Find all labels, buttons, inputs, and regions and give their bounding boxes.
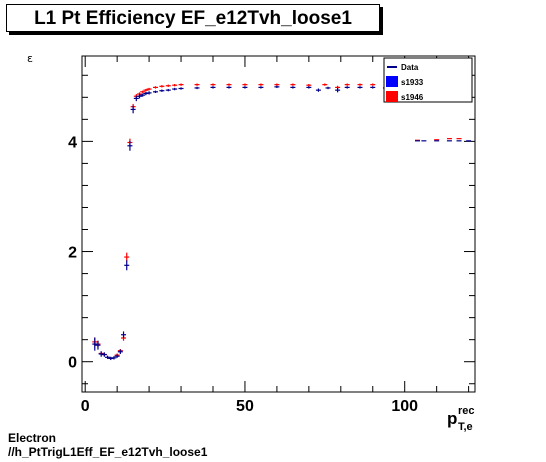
legend-label-data: Data bbox=[401, 63, 419, 72]
data-point-data bbox=[117, 349, 123, 354]
data-point-s1946 bbox=[194, 83, 200, 86]
data-point-s1946 bbox=[159, 85, 165, 88]
plot-frame bbox=[81, 55, 476, 393]
data-point-s1946 bbox=[322, 83, 328, 86]
data-point-data bbox=[242, 86, 248, 89]
x-axis-label-sub: T,e bbox=[458, 421, 473, 433]
data-point-data bbox=[105, 355, 111, 359]
data-point-data bbox=[140, 93, 146, 97]
data-point-s1946 bbox=[357, 83, 363, 86]
y-tick-label: 4 bbox=[68, 134, 77, 151]
x-axis-label-sup: rec bbox=[458, 405, 475, 417]
data-point-s1946 bbox=[140, 90, 146, 94]
y-tick-label: 0 bbox=[68, 355, 77, 372]
data-point-data bbox=[258, 86, 264, 89]
data-point-s1946 bbox=[290, 83, 296, 86]
data-point-s1946 bbox=[370, 83, 376, 86]
legend-marker-s1933 bbox=[386, 76, 398, 87]
data-point-data bbox=[306, 86, 312, 89]
data-point-data bbox=[178, 87, 184, 90]
y-tick-label: 2 bbox=[68, 245, 77, 262]
data-point-data bbox=[114, 354, 120, 358]
data-point-s1946 bbox=[165, 84, 171, 87]
y-axis-label: ε bbox=[27, 52, 33, 65]
data-point-data bbox=[357, 86, 363, 89]
legend-marker-s1946 bbox=[386, 91, 398, 102]
chart-axes: 0 50 100 0 2 4 ε p rec T,e bbox=[27, 52, 476, 433]
data-point-data bbox=[194, 86, 200, 90]
data-point-s1946 bbox=[172, 83, 178, 87]
data-point-data bbox=[92, 337, 98, 351]
title-box: L1 Pt Efficiency EF_e12Tvh_loose1 bbox=[6, 4, 380, 32]
legend-label-s1933: s1933 bbox=[401, 78, 424, 87]
legend-box bbox=[383, 57, 473, 103]
data-point-data bbox=[121, 331, 127, 339]
data-point-data bbox=[101, 352, 107, 357]
data-point-s1946 bbox=[124, 252, 130, 262]
data-point-data bbox=[344, 86, 350, 89]
data-point-s1946 bbox=[306, 83, 312, 87]
data-point-s1946 bbox=[226, 83, 232, 86]
data-point-s1946 bbox=[146, 87, 152, 91]
data-point-data bbox=[137, 94, 143, 99]
chart-legend: Data s1933 s1946 bbox=[383, 57, 473, 103]
data-point-s1946 bbox=[258, 83, 264, 86]
data-point-s1946 bbox=[143, 88, 149, 92]
data-point-s1946 bbox=[178, 83, 184, 86]
footer-line-2: //h_PtTrigL1Eff_EF_e12Tvh_loose1 bbox=[8, 445, 208, 459]
x-tick-label: 100 bbox=[391, 398, 418, 415]
data-point-s1946 bbox=[242, 83, 248, 86]
data-point-data bbox=[133, 95, 139, 102]
data-point-s1946 bbox=[274, 83, 280, 86]
chart-title: L1 Pt Efficiency EF_e12Tvh_loose1 bbox=[34, 8, 352, 29]
chart-marks bbox=[92, 82, 472, 361]
data-point-s1946 bbox=[344, 83, 350, 86]
data-point-data bbox=[172, 87, 178, 91]
data-point-data bbox=[111, 356, 117, 360]
data-point-data bbox=[315, 88, 321, 92]
x-axis-label: p bbox=[447, 409, 457, 428]
data-point-s1946 bbox=[152, 86, 158, 89]
x-tick-label: 0 bbox=[81, 398, 90, 415]
data-point-s1946 bbox=[210, 83, 216, 86]
data-point-data bbox=[370, 86, 376, 89]
data-point-data bbox=[290, 86, 296, 89]
data-point-data bbox=[226, 86, 232, 89]
legend-label-s1946: s1946 bbox=[401, 93, 424, 102]
data-point-data bbox=[210, 86, 216, 89]
data-point-data bbox=[130, 105, 136, 114]
data-point-data bbox=[152, 90, 158, 94]
data-point-data bbox=[165, 88, 171, 92]
data-point-data bbox=[325, 86, 331, 90]
data-point-data bbox=[335, 87, 341, 93]
data-point-data bbox=[146, 91, 152, 95]
data-point-data bbox=[159, 89, 165, 92]
x-tick-label: 50 bbox=[236, 398, 254, 415]
data-point-data bbox=[124, 260, 130, 271]
data-point-data bbox=[95, 340, 101, 350]
data-point-data bbox=[274, 85, 280, 89]
data-point-data bbox=[127, 140, 133, 151]
footer-line-1: Electron bbox=[8, 431, 57, 445]
